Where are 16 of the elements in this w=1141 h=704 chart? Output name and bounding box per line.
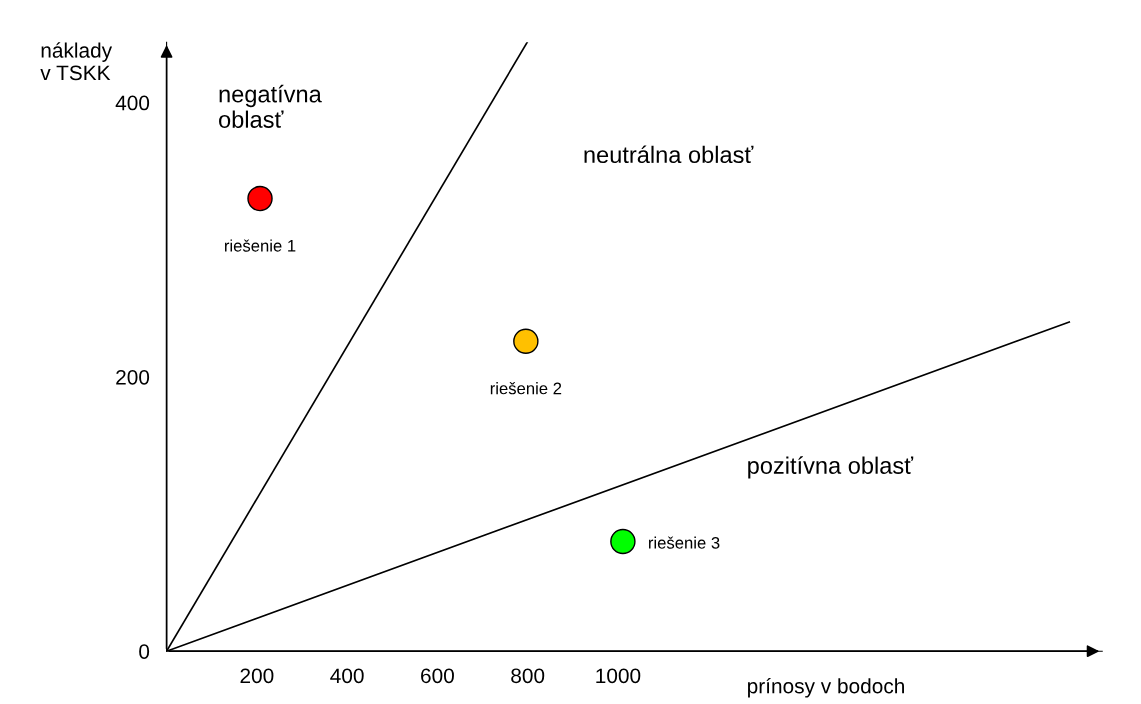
- x-tick-label: 200: [240, 668, 274, 684]
- x-tick-label: 800: [511, 668, 545, 684]
- x-tick-label: 400: [330, 668, 364, 684]
- annotation: riešenie 1: [224, 239, 296, 252]
- annotation: neutrálna oblasť: [584, 145, 754, 164]
- y-tick-label: 200: [116, 369, 150, 385]
- y-tick-label: 400: [115, 95, 150, 111]
- annotation: riešenie 3: [648, 536, 720, 549]
- x-axis-title: prínosy v bodoch: [748, 677, 904, 698]
- annotation: negatívna oblasť: [219, 84, 322, 128]
- annotation: pozitívna oblasť: [748, 456, 914, 479]
- x-tick-label: 600: [421, 668, 454, 684]
- y-axis-title: náklady v TSKK: [40, 42, 113, 81]
- annotation: riešenie 2: [490, 382, 562, 395]
- y-tick-label: 0: [139, 644, 150, 659]
- x-tick-label: 1000: [596, 668, 641, 684]
